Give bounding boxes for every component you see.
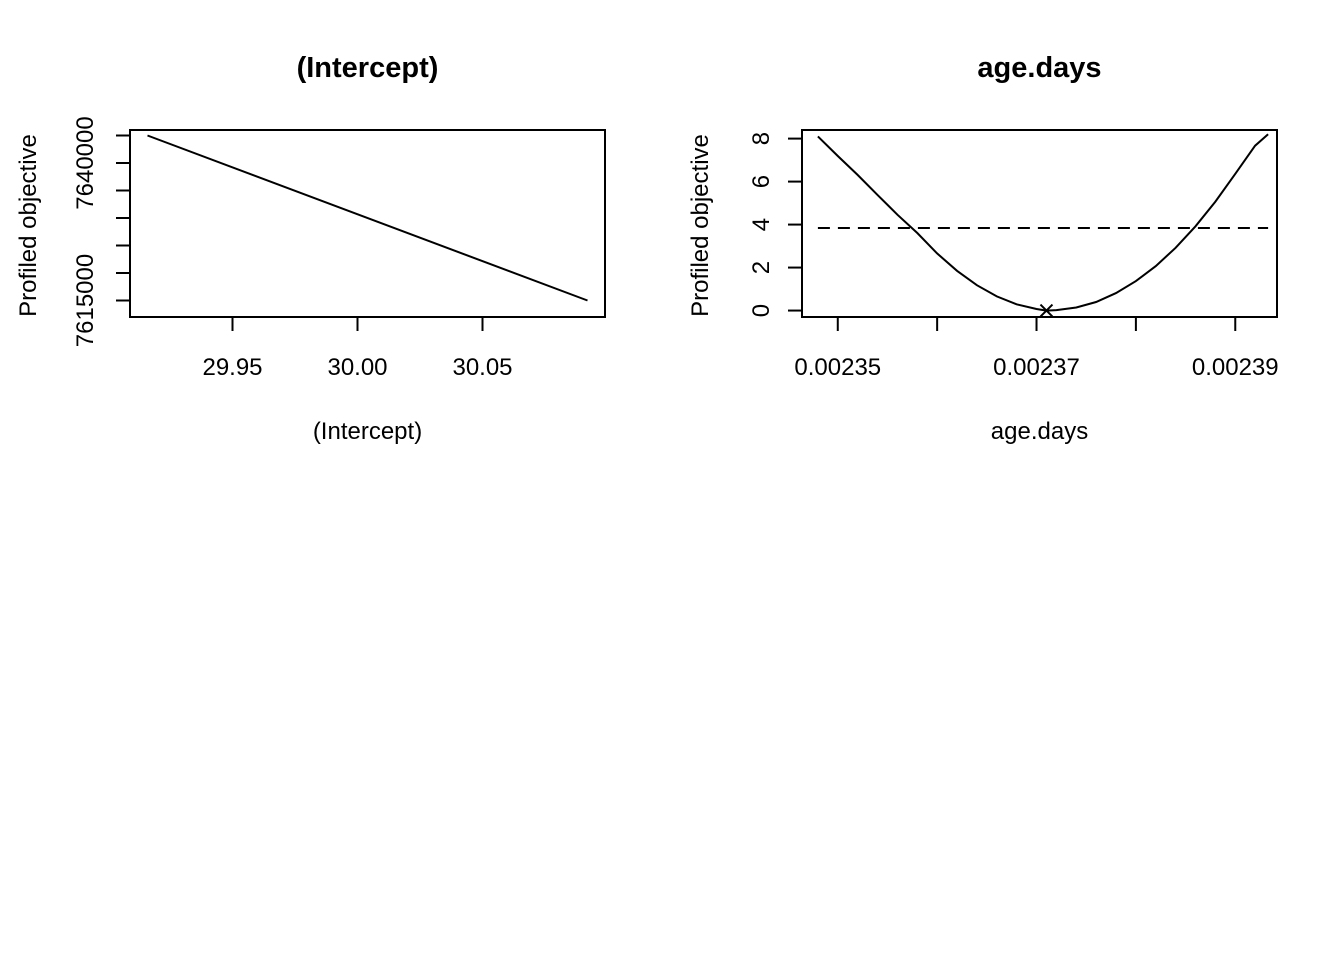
x-axis-label: (Intercept) bbox=[313, 418, 422, 445]
y-tick-label: 7615000 bbox=[72, 254, 99, 347]
minimum-marker bbox=[1039, 303, 1054, 318]
chart-title: (Intercept) bbox=[297, 52, 439, 84]
chart-title: age.days bbox=[977, 52, 1101, 84]
y-axis-label: Profiled objective bbox=[687, 134, 714, 317]
x-tick-label: 0.00237 bbox=[993, 354, 1080, 381]
x-tick-label: 0.00239 bbox=[1192, 354, 1279, 381]
x-axis-label: age.days bbox=[991, 418, 1088, 445]
plot-frame bbox=[801, 129, 1278, 318]
y-tick-label: 7640000 bbox=[72, 116, 99, 209]
y-tick-label: 2 bbox=[748, 261, 775, 274]
y-axis-label: Profiled objective bbox=[15, 134, 42, 317]
profile-curve bbox=[147, 134, 588, 302]
y-tick-label: 0 bbox=[748, 304, 775, 317]
plot-frame bbox=[129, 129, 606, 318]
x-tick-label: 30.00 bbox=[327, 354, 387, 381]
profile-curve bbox=[817, 133, 1269, 312]
x-tick-label: 0.00235 bbox=[794, 354, 881, 381]
x-tick-label: 30.05 bbox=[452, 354, 512, 381]
y-tick-label: 6 bbox=[748, 175, 775, 188]
y-tick-label: 4 bbox=[748, 218, 775, 231]
x-tick-label: 29.95 bbox=[202, 354, 262, 381]
y-tick-label: 8 bbox=[748, 132, 775, 145]
